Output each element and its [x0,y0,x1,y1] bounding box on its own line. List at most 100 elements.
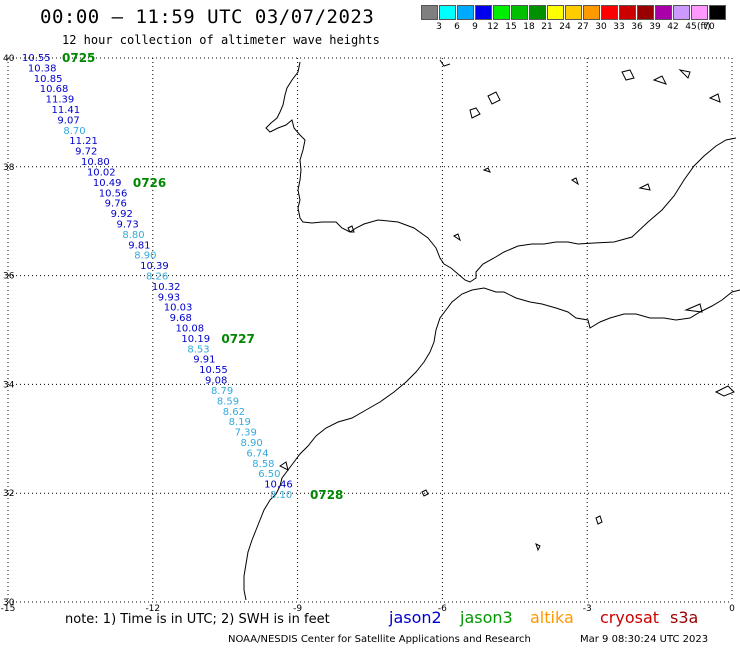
wave-height-value: 8.19 [229,417,251,428]
wave-height-value: 9.91 [193,355,215,366]
legend-label: 36 [631,22,643,32]
island [678,69,691,79]
satellite-name: jason2 [389,608,442,627]
island [469,107,481,119]
wave-height-value: 10.19 [181,334,210,345]
lat-tick-label: 34 [3,380,15,390]
legend-swatch [475,5,492,20]
lat-tick-label: 30 [3,598,15,608]
wave-height-value: 10.46 [264,480,293,491]
legend-label: 27 [577,22,589,32]
island [279,461,289,471]
wave-height-value: 9.07 [57,115,79,126]
legend-swatch [457,5,474,20]
wave-height-value: 10.32 [152,282,181,293]
legend-unit: (ft) [697,22,711,32]
wave-height-value: 9.73 [116,219,138,230]
legend-label: 21 [541,22,553,32]
axis-labels: -15 -12 -9 -6 -3 0 30 32 34 36 38 40 [1,54,735,614]
island [535,543,541,552]
legend-swatch [439,5,456,20]
island [714,385,735,397]
island [571,177,579,186]
lon-tick-label: 0 [729,604,735,614]
wave-height-value: 8.79 [211,386,233,397]
wave-height-value: 7.39 [235,428,257,439]
wave-height-value: 11.21 [69,136,98,147]
lat-tick-label: 38 [3,163,15,173]
wave-height-value: 11.39 [46,95,75,106]
chart-subtitle: 12 hour collection of altimeter wave hei… [62,33,380,47]
coastline [243,59,740,601]
satellite-name: cryosat [600,608,660,627]
generated-timestamp: Mar 9 08:30:24 UTC 2023 [580,634,709,645]
legend-swatch [619,5,636,20]
legend-label: 45 [685,22,697,32]
pass-time-label: 0725 [62,51,95,65]
altimeter-track: 10.5510.3810.8510.6811.3911.419.078.7011… [22,51,343,502]
wave-height-value: 10.80 [81,157,110,168]
wave-height-value: 10.68 [40,84,69,95]
legend-swatch [493,5,510,20]
map-gridlines [7,57,733,603]
pass-time-label: 0728 [310,488,343,502]
wave-height-value: 8.70 [63,126,85,137]
satellite-name: s3a [670,608,699,627]
wave-height-value: 8.53 [187,344,209,355]
lat-tick-label: 32 [3,489,14,499]
legend-swatch [565,5,582,20]
wave-height-value: 8.62 [223,407,245,418]
pass-time-label: 0727 [221,332,254,346]
legend-label: 39 [649,22,661,32]
island [595,515,603,525]
lat-tick-label: 36 [3,272,15,282]
pass-time-label: 0726 [133,176,166,190]
legend-swatch [547,5,564,20]
island [487,91,501,105]
wave-height-value: 10.55 [22,53,51,64]
lon-tick-label: -6 [438,604,447,614]
wave-height-value: 9.93 [158,292,180,303]
island [684,303,703,313]
wave-height-value: 9.72 [75,147,97,158]
legend-swatch [583,5,600,20]
island [621,69,635,81]
wave-height-value: 8.80 [122,230,144,241]
wave-height-value: 10.56 [99,188,128,199]
satellite-name: jason3 [460,608,513,627]
legend-label: 15 [505,22,517,32]
legend-label: 33 [613,22,625,32]
footer-note: note: 1) Time is in UTC; 2) SWH is in fe… [65,612,330,627]
wave-height-value: 10.49 [93,178,122,189]
wave-height-value: 10.55 [199,365,228,376]
iberia-coastline [265,61,737,283]
lon-tick-label: -12 [145,604,160,614]
wave-height-value: 8.26 [146,272,168,283]
legend-label: 70 [703,22,715,32]
wave-height-value: 9.68 [170,313,192,324]
legend-swatch [421,5,438,20]
legend-label: 6 [454,22,460,32]
wave-height-value: 10.02 [87,167,116,178]
lon-tick-label: -15 [1,604,16,614]
satellite-name: altika [530,608,574,627]
lon-tick-label: -3 [583,604,592,614]
legend-swatch [511,5,528,20]
wave-height-value: 9.76 [105,199,127,210]
lat-tick-label: 40 [3,54,15,64]
legend-label: 18 [523,22,535,32]
legend-swatch [601,5,618,20]
africa-coastline [243,287,740,601]
island [708,93,721,103]
wave-height-value: 11.41 [52,105,81,116]
wave-height-value: 10.08 [176,324,205,335]
lon-tick-label: -9 [293,604,302,614]
wave-height-value: 8.10 [270,490,292,501]
wave-height-value: 10.38 [28,63,57,74]
credit-text: NOAA/NESDIS Center for Satellite Applica… [228,634,531,645]
island [652,75,667,85]
wave-height-value: 10.39 [140,261,169,272]
wave-height-value: 9.92 [111,209,133,220]
legend-swatch [709,5,726,20]
